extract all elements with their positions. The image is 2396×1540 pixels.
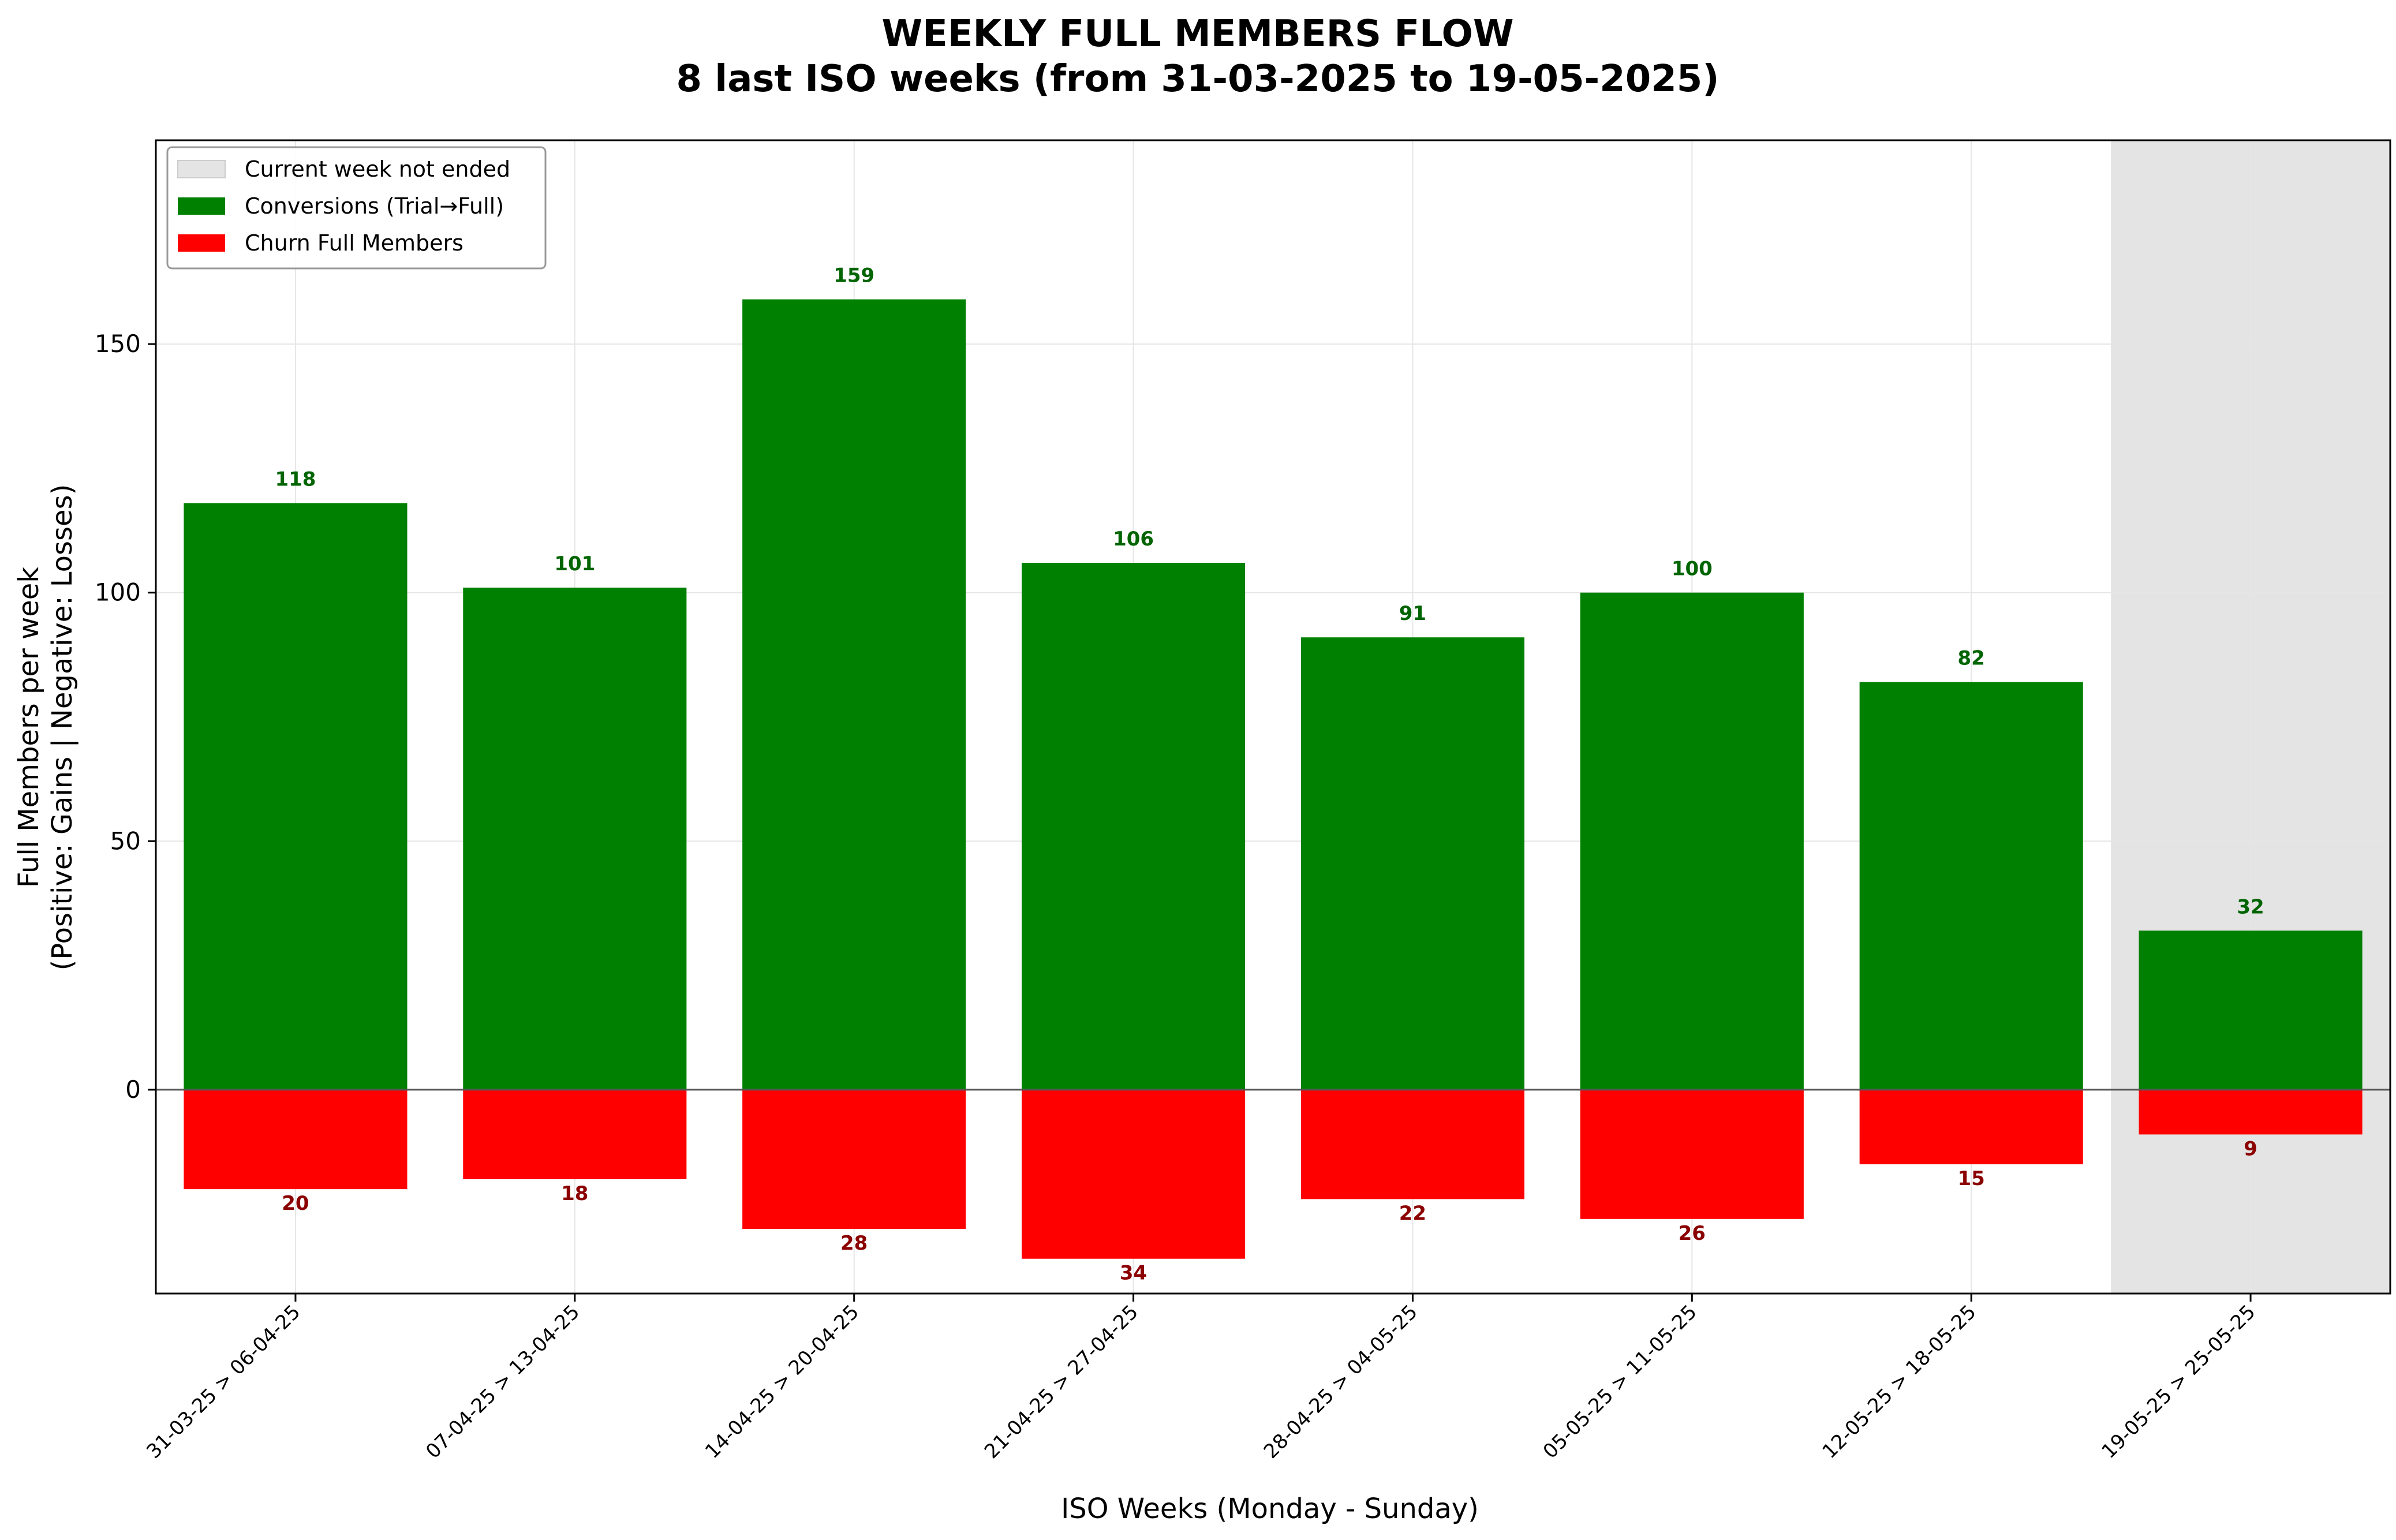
value-label-churn: 15 xyxy=(1958,1167,1985,1190)
y-tick-label: 100 xyxy=(95,578,141,607)
y-tick-label: 150 xyxy=(95,330,141,358)
bar-churn xyxy=(1580,1089,1804,1219)
bar-conversions xyxy=(1859,682,2083,1090)
y-axis-label-line2: (Positive: Gains | Negative: Losses) xyxy=(46,484,79,971)
bar-conversions xyxy=(463,588,687,1090)
legend-frame xyxy=(166,146,547,270)
value-label-conversions: 100 xyxy=(1672,558,1713,581)
bar-conversions xyxy=(1022,563,1246,1090)
value-label-conversions: 91 xyxy=(1399,602,1426,625)
value-label-churn: 22 xyxy=(1399,1202,1426,1225)
legend-swatch-current-week xyxy=(177,160,226,178)
x-tick-label: 07-04-25 > 13-04-25 xyxy=(421,1300,584,1463)
value-label-conversions: 101 xyxy=(554,552,595,575)
bar-conversions xyxy=(742,299,966,1090)
x-tick-label: 12-05-25 > 18-05-25 xyxy=(1818,1300,1981,1463)
y-tick-label: 0 xyxy=(125,1075,141,1104)
legend-label-churn: Churn Full Members xyxy=(245,230,463,256)
x-tick-label: 05-05-25 > 11-05-25 xyxy=(1539,1300,1702,1463)
value-label-churn: 34 xyxy=(1120,1262,1147,1285)
x-axis-label: ISO Weeks (Monday - Sunday) xyxy=(1061,1493,1479,1525)
plot-frame xyxy=(155,139,2391,1295)
bar-conversions xyxy=(2139,930,2363,1090)
value-label-churn: 28 xyxy=(840,1232,868,1255)
chart-subtitle: 8 last ISO weeks (from 31-03-2025 to 19-… xyxy=(676,58,1719,100)
bar-conversions xyxy=(184,503,408,1090)
y-axis-label-line1: Full Members per week xyxy=(13,567,45,888)
value-label-churn: 20 xyxy=(282,1192,309,1215)
x-tick-label: 19-05-25 > 25-05-25 xyxy=(2097,1300,2260,1463)
legend: Current week not ended Conversions (Tria… xyxy=(166,146,547,270)
value-label-churn: 9 xyxy=(2244,1137,2257,1160)
bar-churn xyxy=(742,1089,966,1229)
bar-churn xyxy=(463,1089,687,1179)
value-label-conversions: 118 xyxy=(275,468,316,491)
legend-swatch-conversions xyxy=(178,197,225,215)
value-label-conversions: 82 xyxy=(1958,647,1985,670)
y-tick-label: 50 xyxy=(110,827,141,855)
bar-churn xyxy=(1022,1089,1246,1259)
x-tick-label: 14-04-25 > 20-04-25 xyxy=(701,1300,864,1463)
bar-conversions xyxy=(1300,637,1524,1090)
bar-churn xyxy=(2139,1089,2363,1135)
value-label-conversions: 106 xyxy=(1113,528,1154,551)
legend-swatch-churn xyxy=(178,234,225,252)
value-label-conversions: 32 xyxy=(2237,895,2264,918)
bar-churn xyxy=(1859,1089,2083,1165)
x-tick-label: 21-04-25 > 27-04-25 xyxy=(980,1300,1143,1463)
bar-churn xyxy=(1300,1089,1524,1199)
x-tick-label: 28-04-25 > 04-05-25 xyxy=(1259,1300,1422,1463)
bar-churn xyxy=(184,1089,408,1190)
x-tick-label: 31-03-25 > 06-04-25 xyxy=(142,1300,305,1463)
legend-label-conversions: Conversions (Trial→Full) xyxy=(245,193,504,219)
value-label-churn: 26 xyxy=(1679,1222,1706,1245)
chart-title: WEEKLY FULL MEMBERS FLOW xyxy=(881,13,1513,55)
value-label-conversions: 159 xyxy=(833,264,874,287)
value-label-churn: 18 xyxy=(561,1182,588,1205)
legend-label-current-week: Current week not ended xyxy=(245,156,510,182)
bar-conversions xyxy=(1580,592,1804,1090)
